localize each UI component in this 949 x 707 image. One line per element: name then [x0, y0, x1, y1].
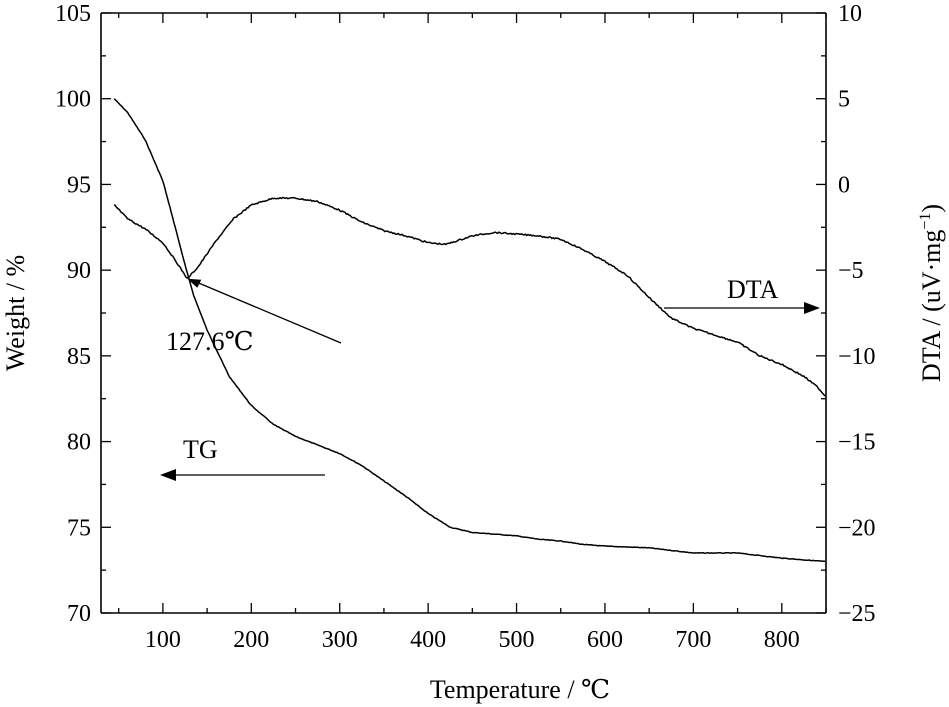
y-left-tick-label: 75	[67, 515, 91, 541]
dta-label: DTA	[727, 275, 779, 304]
peak-pointer-line	[193, 280, 342, 344]
y-right-tick-label: −10	[838, 344, 876, 370]
y-left-tick-label: 105	[55, 1, 91, 27]
y-left-tick-label: 90	[67, 258, 91, 284]
y-left-tick-label: 100	[55, 87, 91, 113]
y-left-tick-label: 80	[67, 430, 91, 456]
tg-arrow-head	[160, 469, 176, 481]
y-left-tick-label: 95	[67, 172, 91, 198]
x-tick-label: 500	[499, 627, 535, 653]
y-left-tick-label: 85	[67, 344, 91, 370]
x-tick-label: 800	[764, 627, 800, 653]
y-right-axis-title-main: DTA / (uV·mg	[917, 230, 946, 382]
y-right-tick-label: 5	[838, 87, 850, 113]
plot-frame	[100, 12, 827, 614]
y-right-tick-label: −20	[838, 515, 876, 541]
x-tick-label: 400	[410, 627, 446, 653]
y-right-tick-label: 0	[838, 172, 850, 198]
peak-label: 127.6℃	[166, 327, 254, 356]
y-right-tick-label: −25	[838, 601, 876, 627]
series-line-tg	[113, 98, 826, 563]
y-right-tick-label: −15	[838, 430, 876, 456]
x-tick-label: 100	[145, 627, 181, 653]
y-right-tick-label: 10	[838, 1, 862, 27]
x-tick-label: 600	[587, 627, 623, 653]
ticks: 100 200 300 400 500 600 700 8007075808590951001…	[55, 1, 876, 653]
annotations: 127.6℃ DTA TG	[160, 275, 820, 481]
series-line-dta	[113, 196, 826, 397]
y-right-axis-title-close: )	[917, 204, 946, 213]
y-left-tick-label: 70	[67, 601, 91, 627]
x-axis-title: Temperature / ℃	[430, 675, 610, 704]
x-tick-label: 200	[233, 627, 269, 653]
x-tick-label: 700	[675, 627, 711, 653]
x-tick-label: 300	[322, 627, 358, 653]
y-left-axis-title: Weight / %	[1, 255, 30, 371]
peak-pointer-head	[187, 278, 202, 288]
y-right-axis-title-sup: −1	[917, 213, 934, 230]
y-right-tick-label: −5	[838, 258, 864, 284]
tg-label: TG	[183, 435, 218, 464]
series-group	[113, 98, 826, 563]
y-right-axis-title: DTA / (uV·mg−1)	[917, 204, 946, 382]
dta-arrow-head	[804, 302, 820, 314]
